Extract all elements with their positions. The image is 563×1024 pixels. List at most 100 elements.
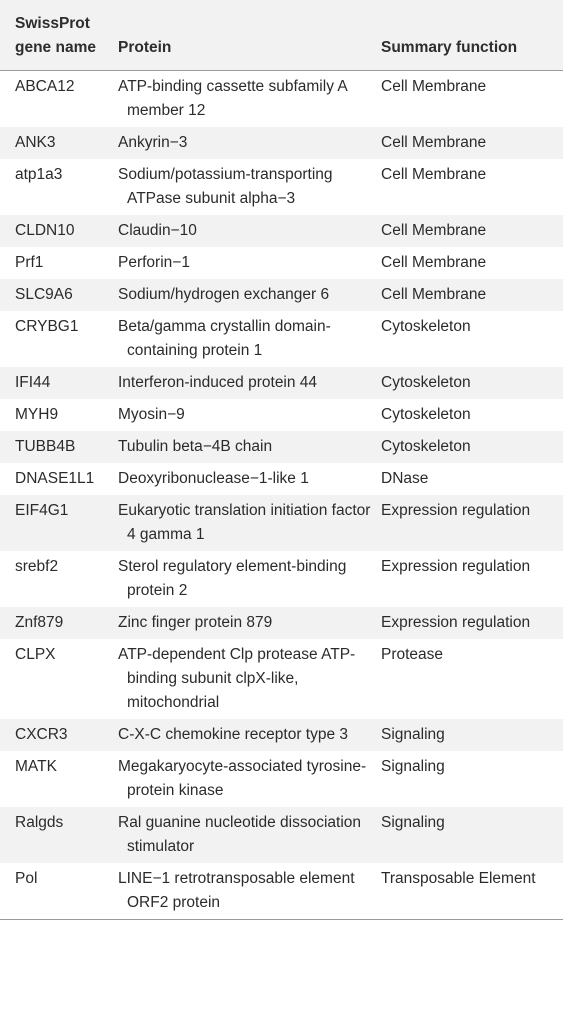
cell-gene-name-text: srebf2 <box>15 557 59 575</box>
cell-summary-function-text: Cytoskeleton <box>381 437 471 455</box>
cell-gene-name-text: atp1a3 <box>15 165 63 183</box>
cell-protein-text: Sodium/potassium-transporting ATPase sub… <box>118 165 333 207</box>
cell-summary-function-text: Expression regulation <box>381 501 531 519</box>
cell-summary-function: DNase <box>381 463 563 495</box>
cell-protein: Deoxyribonuclease−1-like 1 <box>118 463 381 495</box>
cell-gene-name-text: CRYBG1 <box>15 317 79 335</box>
table-row: DNASE1L1 Deoxyribonuclease−1-like 1 DNase <box>0 463 563 495</box>
cell-gene-name: CRYBG1 <box>0 311 118 367</box>
cell-protein: Sodium/hydrogen exchanger 6 <box>118 279 381 311</box>
cell-protein-text: Tubulin beta−4B chain <box>118 437 273 455</box>
cell-summary-function: Expression regulation <box>381 495 563 551</box>
cell-protein: ATP-binding cassette subfamily A member … <box>118 70 381 127</box>
cell-summary-function-text: Cytoskeleton <box>381 317 471 335</box>
cell-gene-name: EIF4G1 <box>0 495 118 551</box>
cell-summary-function: Cell Membrane <box>381 247 563 279</box>
cell-summary-function-text: Cytoskeleton <box>381 373 471 391</box>
cell-protein-text: Claudin−10 <box>118 221 197 239</box>
cell-gene-name: DNASE1L1 <box>0 463 118 495</box>
table-row: Znf879 Zinc finger protein 879 Expression … <box>0 606 563 639</box>
cell-protein-text: C-X-C chemokine receptor type 3 <box>118 725 349 743</box>
cell-summary-function: Expression regulation <box>381 551 563 607</box>
cell-protein: Myosin−9 <box>118 399 381 431</box>
cell-protein-text: Sodium/hydrogen exchanger 6 <box>118 285 330 303</box>
cell-gene-name: Znf879 <box>0 607 118 639</box>
cell-gene-name-text: CXCR3 <box>15 725 68 743</box>
cell-protein: C-X-C chemokine receptor type 3 <box>118 719 381 751</box>
cell-summary-function-text: Cell Membrane <box>381 285 487 303</box>
cell-summary-function-text: Signaling <box>381 725 445 743</box>
cell-protein-text: Ral guanine nucleotide dissociation stim… <box>118 813 361 855</box>
cell-summary-function-text: DNase <box>381 469 429 487</box>
table-row: CRYBG1 Beta/gamma crystallin domain-conta… <box>0 311 563 367</box>
cell-protein-text: Zinc finger protein 879 <box>118 613 273 631</box>
table-row: Pol LINE−1 retrotransposable element ORF2… <box>0 863 563 920</box>
header-protein: Protein <box>118 38 172 56</box>
cell-gene-name-text: DNASE1L1 <box>15 469 95 487</box>
cell-summary-function: Cell Membrane <box>381 70 563 127</box>
cell-summary-function-text: Cell Membrane <box>381 77 487 95</box>
cell-gene-name: CXCR3 <box>0 719 118 751</box>
cell-protein-text: Perforin−1 <box>118 253 190 271</box>
table-header: SwissProt gene name Protein Summary func… <box>0 0 563 70</box>
cell-protein: Ankyrin−3 <box>118 127 381 159</box>
cell-gene-name: ANK3 <box>0 127 118 159</box>
cell-summary-function: Transposable Element <box>381 863 563 920</box>
cell-gene-name: TUBB4B <box>0 431 118 463</box>
cell-summary-function-text: Expression regulation <box>381 557 531 575</box>
cell-summary-function: Cell Membrane <box>381 159 563 215</box>
cell-protein-text: ATP-binding cassette subfamily A member … <box>118 77 347 119</box>
cell-protein-text: Sterol regulatory element-binding protei… <box>118 557 347 599</box>
table-row: Ralgds Ral guanine nucleotide dissociatio… <box>0 806 563 863</box>
table-row: ABCA12 ATP-binding cassette subfamily A m… <box>0 70 563 127</box>
cell-protein-text: Eukaryotic translation initiation factor… <box>118 501 371 543</box>
table-row: SLC9A6 Sodium/hydrogen exchanger 6 Cell Me… <box>0 278 563 311</box>
cell-protein: Interferon-induced protein 44 <box>118 367 381 399</box>
table-row: srebf2 Sterol regulatory element-binding … <box>0 551 563 607</box>
cell-protein: Zinc finger protein 879 <box>118 607 381 639</box>
cell-protein: Beta/gamma crystallin domain-containing … <box>118 311 381 367</box>
cell-summary-function: Expression regulation <box>381 607 563 639</box>
cell-summary-function-text: Cell Membrane <box>381 133 487 151</box>
table-row: CXCR3 C-X-C chemokine receptor type 3 Sign… <box>0 718 563 751</box>
cell-gene-name: CLDN10 <box>0 215 118 247</box>
cell-summary-function: Cytoskeleton <box>381 311 563 367</box>
cell-summary-function: Cell Membrane <box>381 127 563 159</box>
cell-gene-name: Ralgds <box>0 807 118 863</box>
cell-protein: Claudin−10 <box>118 215 381 247</box>
cell-summary-function-text: Signaling <box>381 757 445 775</box>
cell-protein-text: Myosin−9 <box>118 405 185 423</box>
cell-gene-name: Pol <box>0 863 118 920</box>
cell-protein: ATP-dependent Clp protease ATP-binding s… <box>118 639 381 719</box>
cell-summary-function: Signaling <box>381 719 563 751</box>
table-row: TUBB4B Tubulin beta−4B chain Cytoskeleton <box>0 430 563 463</box>
cell-gene-name: IFI44 <box>0 367 118 399</box>
cell-summary-function: Cell Membrane <box>381 279 563 311</box>
table-row: atp1a3 Sodium/potassium-transporting ATPa… <box>0 159 563 215</box>
cell-summary-function: Protease <box>381 639 563 719</box>
table-row: Prf1 Perforin−1 Cell Membrane <box>0 247 563 279</box>
cell-summary-function-text: Signaling <box>381 813 445 831</box>
table-row: ANK3 Ankyrin−3 Cell Membrane <box>0 126 563 159</box>
cell-protein-text: Megakaryocyte-associated tyrosine-protei… <box>118 757 367 799</box>
cell-gene-name-text: EIF4G1 <box>15 501 69 519</box>
cell-gene-name: MYH9 <box>0 399 118 431</box>
cell-gene-name-text: TUBB4B <box>15 437 76 455</box>
header-row: SwissProt gene name Protein Summary func… <box>0 0 563 70</box>
cell-gene-name: SLC9A6 <box>0 279 118 311</box>
cell-gene-name: atp1a3 <box>0 159 118 215</box>
header-summary-function: Summary function <box>381 38 518 56</box>
table-row: IFI44 Interferon-induced protein 44 Cytosk… <box>0 366 563 399</box>
cell-gene-name-text: Znf879 <box>15 613 64 631</box>
cell-summary-function-text: Cell Membrane <box>381 221 487 239</box>
cell-gene-name-text: Ralgds <box>15 813 64 831</box>
cell-summary-function-text: Expression regulation <box>381 613 531 631</box>
cell-summary-function-text: Cytoskeleton <box>381 405 471 423</box>
cell-summary-function-text: Cell Membrane <box>381 253 487 271</box>
cell-gene-name-text: SLC9A6 <box>15 285 73 303</box>
cell-summary-function: Signaling <box>381 751 563 807</box>
cell-summary-function-text: Protease <box>381 645 444 663</box>
cell-gene-name-text: Prf1 <box>15 253 44 271</box>
cell-gene-name-text: ABCA12 <box>15 77 75 95</box>
gene-table: SwissProt gene name Protein Summary func… <box>0 0 563 920</box>
